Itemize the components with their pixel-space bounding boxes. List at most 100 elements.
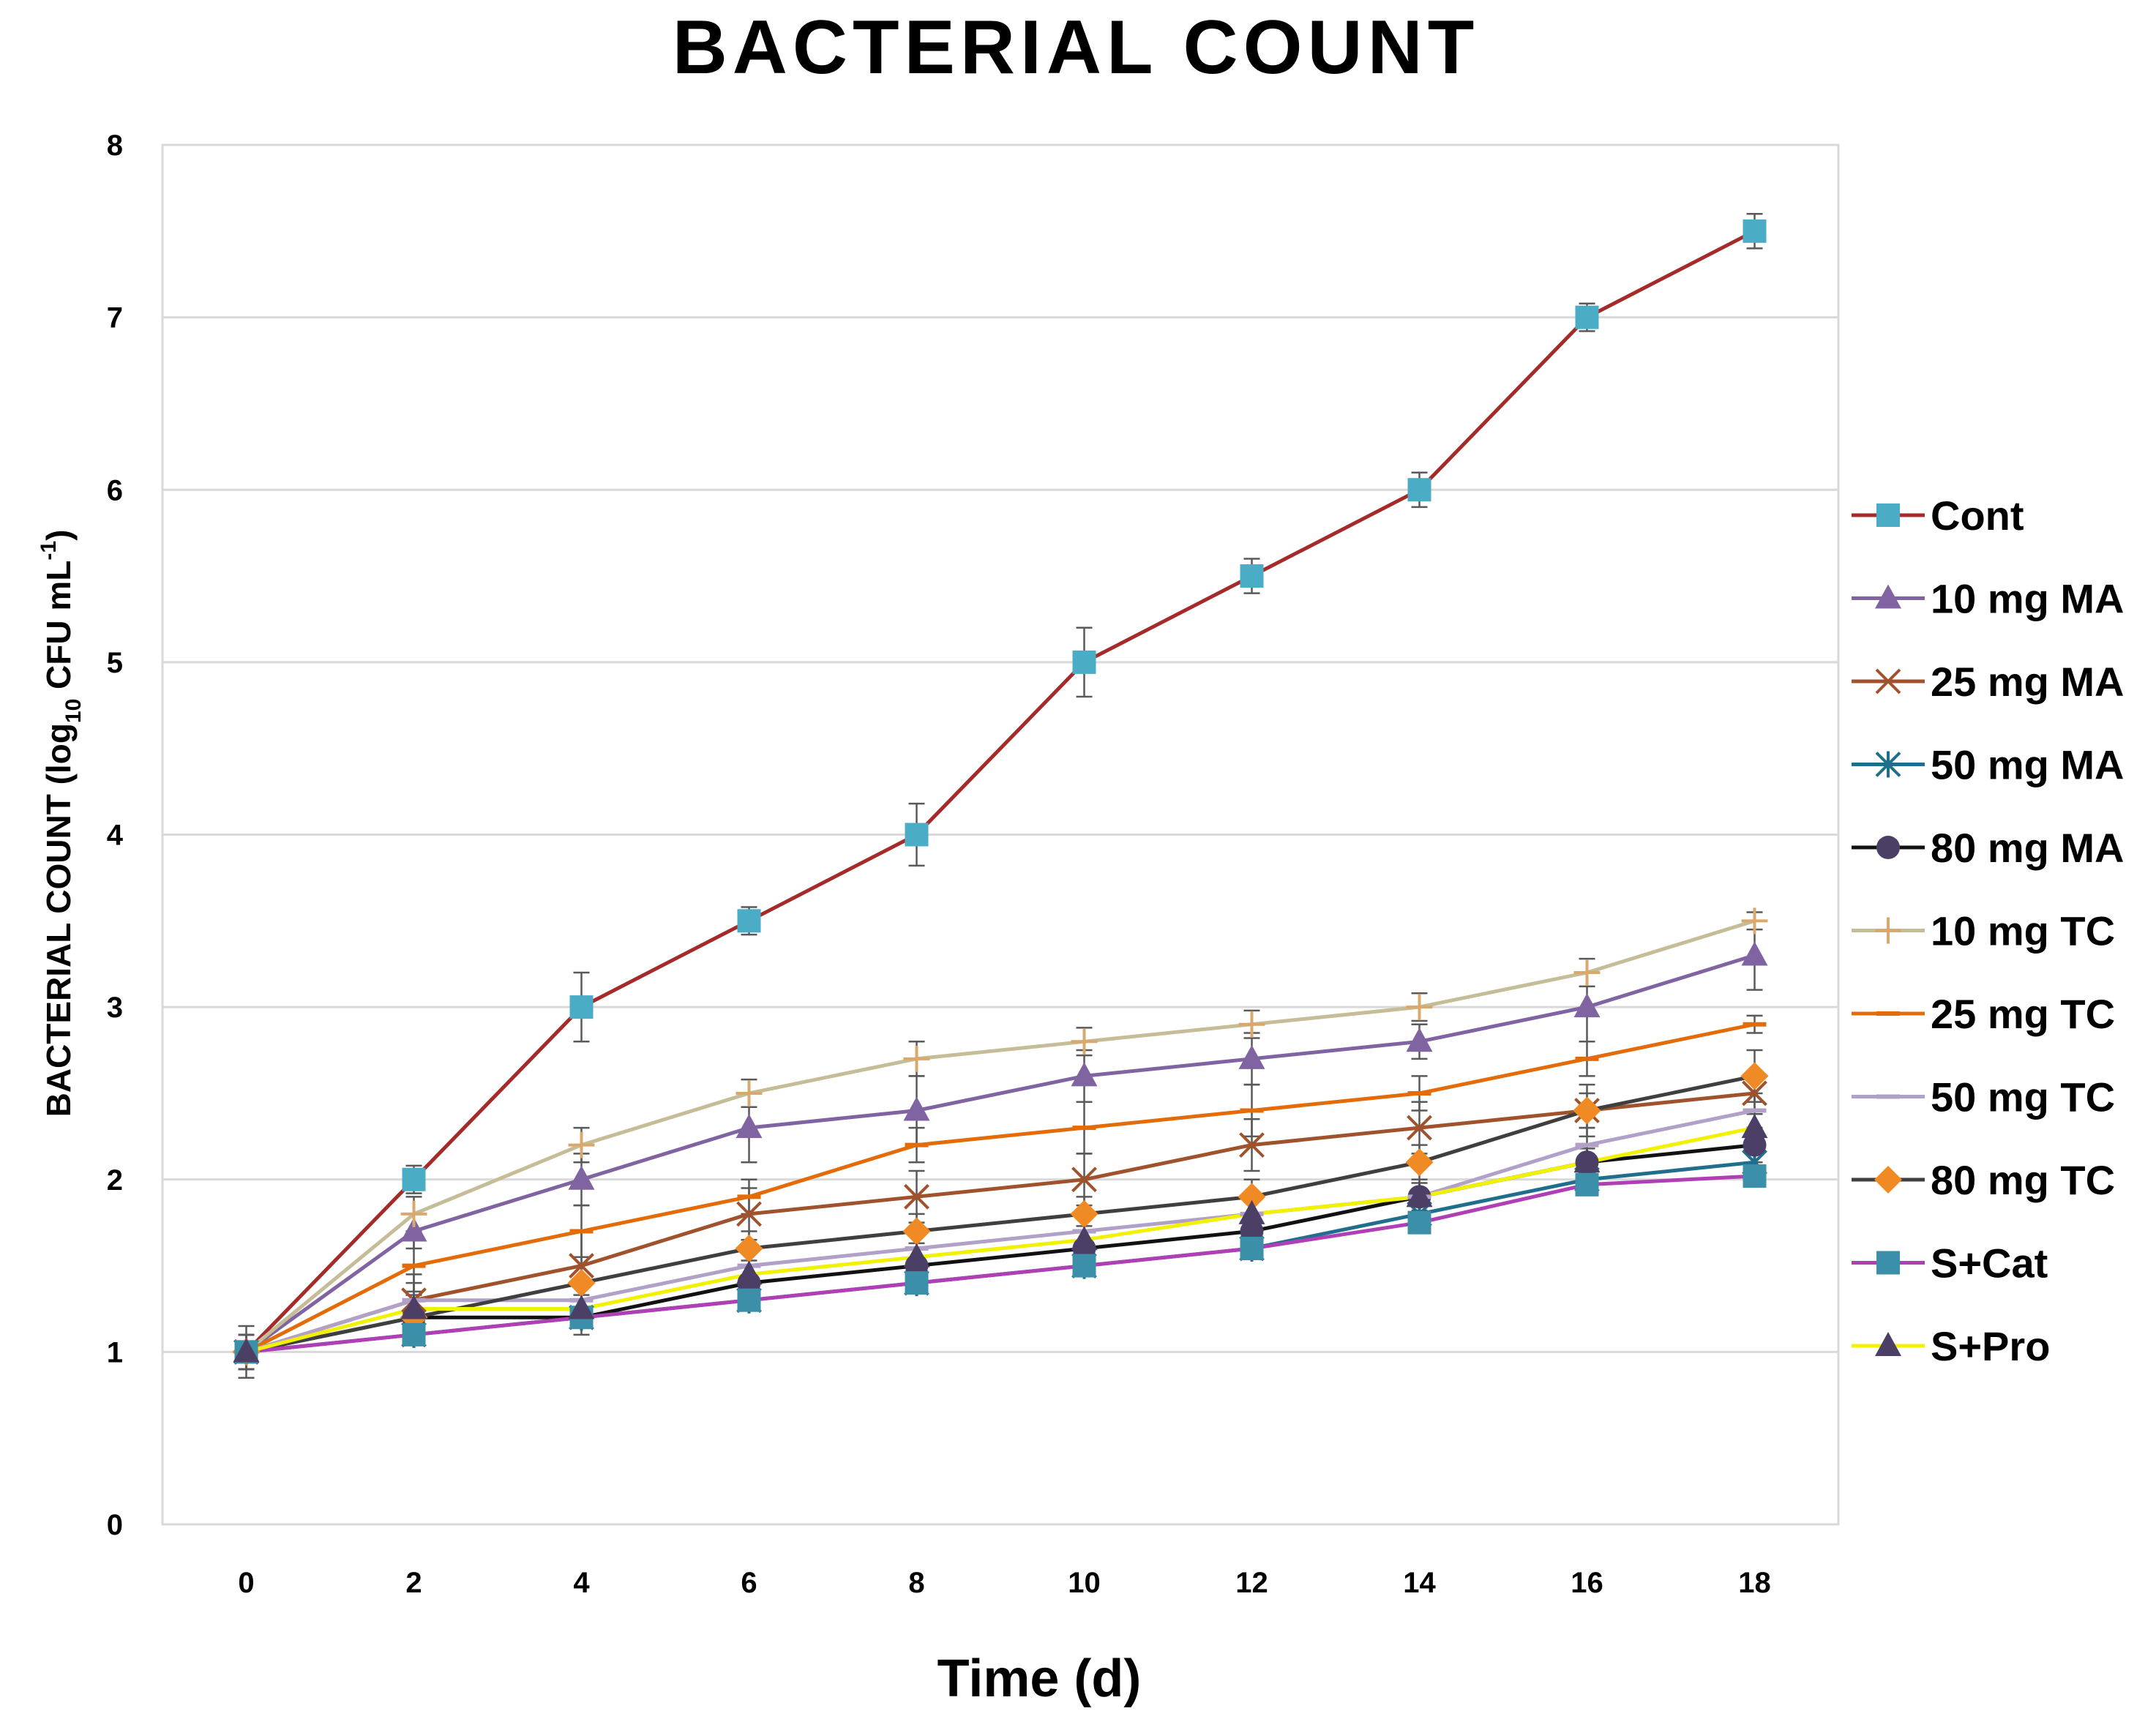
x-tick-label: 6 bbox=[741, 1567, 757, 1599]
series-cont-point-marker bbox=[1575, 305, 1599, 329]
y-axis-label-prefix: BACTERIAL COUNT (log bbox=[40, 723, 78, 1117]
series-80-mg-tc-point-marker bbox=[1070, 1199, 1098, 1228]
y-tick-label: 0 bbox=[107, 1509, 123, 1541]
legend-50-mg-ma-marker bbox=[1875, 751, 1901, 778]
legend-cont-label: Cont bbox=[1931, 493, 2024, 539]
x-tick-label: 12 bbox=[1235, 1567, 1268, 1599]
legend-80-mg-ma-marker bbox=[1876, 836, 1900, 859]
y-axis-label-superscript: -1 bbox=[37, 541, 61, 561]
x-tick-label: 4 bbox=[573, 1567, 590, 1599]
series-10-mg-ma-line bbox=[245, 954, 1756, 1354]
series-s-pro-point-marker bbox=[903, 1243, 930, 1267]
y-tick-label: 7 bbox=[107, 302, 123, 334]
series-25-mg-ma-point-marker bbox=[1239, 1132, 1265, 1158]
series-10-mg-tc-point-marker bbox=[1741, 907, 1768, 935]
x-tick-label: 14 bbox=[1403, 1567, 1436, 1599]
series-25-mg-tc-line bbox=[245, 1022, 1756, 1354]
series-s-cat-point-marker bbox=[1743, 1164, 1767, 1188]
series-25-mg-ma-point-marker bbox=[904, 1183, 929, 1210]
series-80-mg-tc-point-marker bbox=[1238, 1183, 1266, 1211]
series-s-pro-point-marker bbox=[1741, 1114, 1768, 1139]
series-10-mg-tc-line bbox=[244, 918, 1756, 1354]
legend-80-mg-ma-label: 80 mg MA bbox=[1931, 825, 2125, 871]
x-tick-label: 10 bbox=[1068, 1567, 1101, 1599]
series-cont-point-marker bbox=[737, 909, 761, 933]
legend-50-mg-ma-label: 50 mg MA bbox=[1931, 742, 2125, 788]
series-25-mg-ma-point-marker bbox=[736, 1201, 762, 1227]
series-10-mg-ma-point-marker bbox=[1573, 993, 1601, 1018]
series-s-cat-point-marker bbox=[1407, 1210, 1431, 1235]
series-10-mg-ma-point-marker bbox=[903, 1096, 930, 1121]
series-80-mg-tc-line bbox=[245, 1074, 1756, 1354]
series-80-mg-tc-point-marker bbox=[1740, 1062, 1769, 1090]
legend-s-pro-label: S+Pro bbox=[1931, 1323, 2050, 1369]
series-10-mg-tc-point-marker bbox=[400, 1200, 427, 1227]
series-25-mg-ma-point-marker bbox=[1071, 1167, 1097, 1193]
y-tick-label: 3 bbox=[107, 992, 123, 1024]
series-10-mg-tc-point-marker bbox=[1406, 994, 1433, 1021]
series-10-mg-ma-point-marker bbox=[1238, 1044, 1265, 1069]
series-10-mg-ma-point-marker bbox=[1071, 1062, 1098, 1087]
series-s-pro-point-marker bbox=[1573, 1148, 1601, 1173]
y-tick-label: 2 bbox=[107, 1164, 123, 1197]
series-80-mg-tc-point-marker bbox=[735, 1235, 763, 1262]
legend-cont-marker bbox=[1876, 503, 1900, 527]
legend-s-pro-marker bbox=[1875, 1332, 1901, 1356]
series-s-cat-point-marker bbox=[737, 1288, 761, 1312]
legend-10-mg-ma-marker bbox=[1875, 584, 1901, 609]
series-10-mg-tc-point-marker bbox=[735, 1079, 763, 1106]
legend-25-mg-ma-label: 25 mg MA bbox=[1931, 659, 2125, 705]
series-10-mg-ma-point-marker bbox=[400, 1217, 427, 1242]
series-s-cat-point-marker bbox=[1072, 1254, 1096, 1278]
legend-25-mg-tc-label: 25 mg TC bbox=[1931, 991, 2115, 1037]
series-s-pro-point-marker bbox=[735, 1260, 763, 1285]
series-s-cat-point-marker bbox=[1240, 1237, 1264, 1260]
legend-s-cat-marker bbox=[1876, 1251, 1900, 1275]
series-80-mg-tc-point-marker bbox=[902, 1217, 931, 1246]
series-10-mg-tc-point-marker bbox=[903, 1045, 930, 1072]
plot-area bbox=[161, 143, 1840, 1526]
y-axis-label-suffix: ) bbox=[40, 530, 78, 541]
legend-25-mg-ma-marker bbox=[1875, 668, 1901, 694]
series-25-mg-ma-line bbox=[245, 1091, 1755, 1354]
chart-title: BACTERIAL COUNT bbox=[673, 5, 1480, 90]
series-80-mg-tc-point-marker bbox=[1405, 1148, 1434, 1177]
series-s-cat-point-marker bbox=[402, 1322, 426, 1347]
y-axis-label-unit: CFU mL bbox=[40, 561, 78, 699]
x-tick-label: 18 bbox=[1738, 1567, 1771, 1599]
legend-50-mg-tc-label: 50 mg TC bbox=[1931, 1074, 2115, 1120]
x-tick-label: 8 bbox=[908, 1567, 924, 1599]
series-s-pro-point-marker bbox=[1238, 1199, 1265, 1224]
series-10-mg-tc-point-marker bbox=[1238, 1011, 1265, 1038]
series-cont-point-marker bbox=[569, 995, 594, 1019]
legend-80-mg-tc-label: 80 mg TC bbox=[1931, 1157, 2115, 1203]
series-80-mg-ma-point-marker bbox=[1743, 1133, 1767, 1157]
legend-10-mg-tc-label: 10 mg TC bbox=[1931, 908, 2115, 954]
series-10-mg-tc-point-marker bbox=[568, 1131, 595, 1158]
x-tick-label: 16 bbox=[1571, 1567, 1603, 1599]
series-markers bbox=[232, 219, 1769, 1366]
y-tick-label: 6 bbox=[107, 474, 123, 506]
legend: Cont 10 mg MA 25 mg MA 50 mg MA 80 mg MA 10 m… bbox=[1852, 493, 2125, 1369]
series-cont-point-marker bbox=[1407, 478, 1431, 502]
series-25-mg-ma-point-marker bbox=[1742, 1080, 1767, 1106]
series-s-pro-point-marker bbox=[233, 1338, 260, 1363]
series-s-cat-point-marker bbox=[905, 1271, 929, 1295]
series-s-pro-point-marker bbox=[1406, 1183, 1433, 1207]
x-tick-label: 0 bbox=[238, 1567, 254, 1599]
series-cont-point-marker bbox=[1240, 564, 1264, 588]
y-gridlines bbox=[162, 316, 1838, 1353]
series-cont-point-marker bbox=[1072, 650, 1096, 674]
legend-80-mg-tc-marker bbox=[1874, 1166, 1902, 1194]
y-axis-ticks: 0 1 2 3 4 5 6 7 8 bbox=[107, 130, 124, 1541]
y-tick-label: 4 bbox=[107, 820, 124, 852]
series-10-mg-tc-point-marker bbox=[1573, 959, 1601, 986]
legend-10-mg-ma-label: 10 mg MA bbox=[1931, 576, 2125, 622]
y-tick-label: 5 bbox=[107, 647, 123, 679]
series-10-mg-ma-point-marker bbox=[568, 1165, 595, 1190]
x-axis-label: Time (d) bbox=[937, 1650, 1142, 1708]
series-25-mg-ma-point-marker bbox=[569, 1253, 594, 1278]
series-cont-point-marker bbox=[1743, 219, 1767, 243]
